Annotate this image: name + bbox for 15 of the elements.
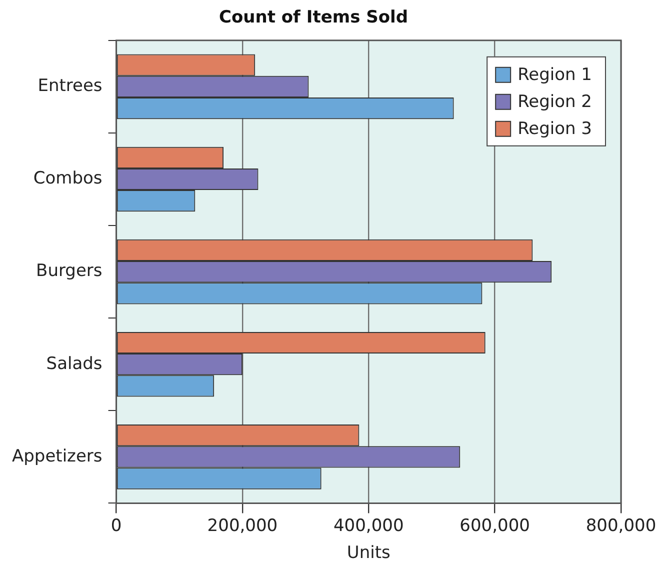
y-tick-label: Combos — [33, 168, 102, 189]
x-tick-label: 800,000 — [586, 516, 656, 536]
x-tick-label: 200,000 — [207, 516, 278, 536]
x-axis-title: Units — [346, 543, 391, 564]
y-tick-label: Entrees — [38, 76, 102, 96]
legend-label: Region 2 — [518, 92, 592, 112]
y-tick-label: Burgers — [36, 261, 102, 282]
x-tick-label: 600,000 — [460, 516, 530, 536]
legend-label: Region 1 — [518, 64, 592, 85]
y-tick-label: Salads — [46, 354, 102, 374]
y-tick-label: Appetizers — [12, 446, 102, 466]
x-tick-label: 400,000 — [333, 516, 404, 536]
chart-title: Count of Items Sold — [218, 8, 408, 28]
legend-label: Region 3 — [518, 118, 592, 139]
x-tick-label: 0 — [110, 516, 122, 536]
